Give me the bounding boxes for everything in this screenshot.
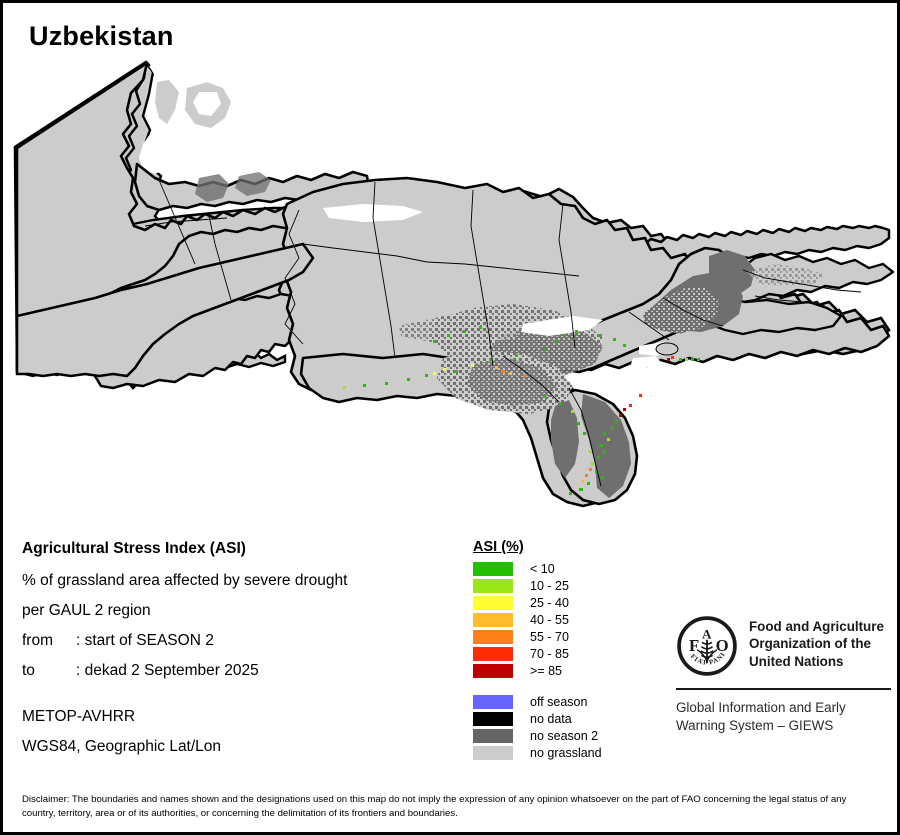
- legend-class-row[interactable]: < 10: [473, 561, 643, 578]
- info-from-value: : start of SEASON 2: [76, 631, 214, 649]
- legend-class-label: >= 85: [530, 663, 562, 678]
- info-to-row: to : dekad 2 September 2025: [22, 661, 452, 679]
- legend-class-row[interactable]: 10 - 25: [473, 578, 643, 595]
- info-from-row: from : start of SEASON 2: [22, 631, 452, 649]
- legend-class-row[interactable]: 70 - 85: [473, 646, 643, 663]
- legend-title: ASI (%): [473, 539, 524, 555]
- legend-class-label: 70 - 85: [530, 646, 569, 661]
- legend-class-row[interactable]: 25 - 40: [473, 595, 643, 612]
- legend-status-swatch: [473, 712, 513, 726]
- disclaimer-text: Disclaimer: The boundaries and names sho…: [22, 794, 847, 819]
- legend-status-list: off season no data no season 2 no grassland: [473, 694, 643, 762]
- legend-class-label: < 10: [530, 561, 555, 576]
- legend-class-swatch: [473, 596, 513, 610]
- legend-class-label: 25 - 40: [530, 595, 569, 610]
- legend-status-row[interactable]: no grassland: [473, 745, 643, 762]
- info-from-label: from: [22, 631, 53, 649]
- map-canvas[interactable]: [3, 58, 897, 518]
- fao-logo-row: F A O FIAT PANIS Food and AgricultureOrg…: [676, 615, 891, 677]
- aral-sea-channel: [193, 92, 221, 116]
- giews-programme-name: Global Information and Early Warning Syst…: [676, 700, 846, 733]
- legend-status-label: no grassland: [530, 745, 602, 760]
- asi-pixels: [343, 326, 700, 495]
- legend-class-swatch: [473, 664, 513, 678]
- page-title: Uzbekistan: [29, 21, 174, 51]
- southwest-arm[interactable]: [15, 242, 315, 378]
- legend-class-label: 55 - 70: [530, 629, 569, 644]
- info-subtitle-2: per GAUL 2 region: [22, 601, 151, 619]
- legend-status-label: no season 2: [530, 728, 599, 743]
- legend-class-row[interactable]: >= 85: [473, 663, 643, 680]
- info-to-label: to: [22, 661, 35, 679]
- legend-class-swatch: [473, 613, 513, 627]
- uzbekistan-map-body[interactable]: [15, 61, 895, 508]
- legend-status-row[interactable]: no season 2: [473, 728, 643, 745]
- svg-text:A: A: [702, 627, 712, 642]
- legend-status-swatch: [473, 729, 513, 743]
- info-subtitle-1: % of grassland area affected by severe d…: [22, 571, 348, 589]
- map-svg: [13, 60, 895, 508]
- fao-emblem-icon: F A O FIAT PANIS: [676, 615, 737, 676]
- legend: ASI (%) < 10 10 - 25 25 - 40 40 - 55 55 - 70…: [473, 540, 643, 762]
- legend-class-row[interactable]: 55 - 70: [473, 629, 643, 646]
- legend-class-swatch: [473, 562, 513, 576]
- water-and-gaps: [521, 316, 679, 368]
- aral-sea-remnant: [155, 80, 179, 124]
- gaul2-boundaries: [144, 179, 862, 487]
- legend-class-swatch: [473, 630, 513, 644]
- legend-class-label: 10 - 25: [530, 578, 569, 593]
- legend-status-swatch: [473, 746, 513, 760]
- svg-text:F: F: [689, 636, 699, 655]
- info-to-value: : dekad 2 September 2025: [76, 661, 259, 679]
- info-projection: WGS84, Geographic Lat/Lon: [22, 737, 222, 755]
- legend-spacer: [473, 680, 643, 694]
- spacer: [22, 693, 452, 709]
- legend-class-list: < 10 10 - 25 25 - 40 40 - 55 55 - 70 70 - 85 >…: [473, 561, 643, 680]
- fao-divider: [676, 688, 891, 690]
- legend-class-swatch: [473, 647, 513, 661]
- svg-text:O: O: [716, 636, 729, 655]
- legend-class-swatch: [473, 579, 513, 593]
- info-block: Agricultural Stress Index (ASI) % of gra…: [22, 541, 452, 769]
- legend-status-row[interactable]: off season: [473, 694, 643, 711]
- fao-organization-name: Food and Agriculture Organization of the U…: [749, 619, 884, 669]
- legend-status-label: off season: [530, 694, 588, 709]
- legend-status-label: no data: [530, 711, 572, 726]
- info-sensor: METOP-AVHRR: [22, 707, 136, 725]
- legend-class-row[interactable]: 40 - 55: [473, 612, 643, 629]
- legend-class-label: 40 - 55: [530, 612, 569, 627]
- fao-logo-block: F A O FIAT PANIS Food and AgricultureOrg…: [676, 615, 891, 735]
- info-heading: Agricultural Stress Index (ASI): [22, 540, 246, 557]
- legend-status-swatch: [473, 695, 513, 709]
- legend-status-row[interactable]: no data: [473, 711, 643, 728]
